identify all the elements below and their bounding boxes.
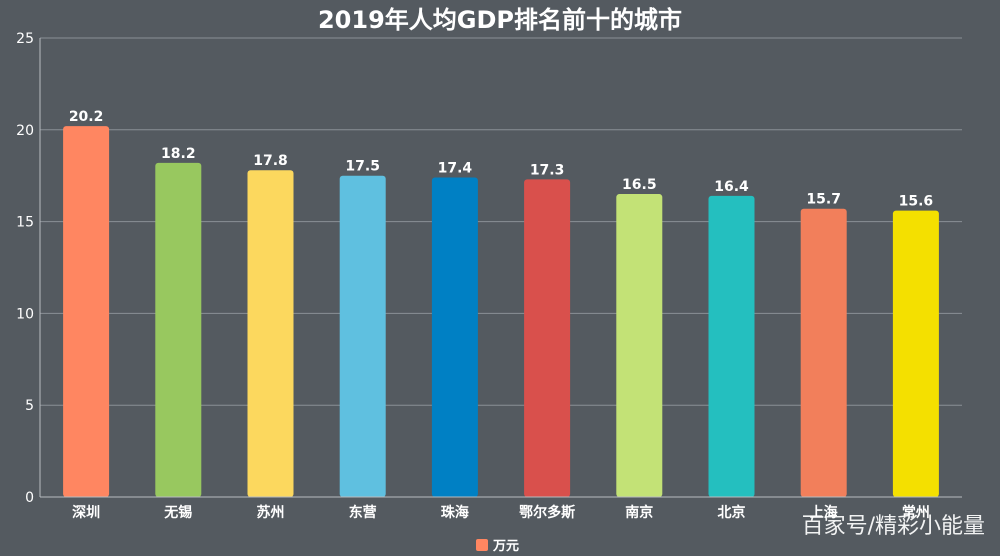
legend-label: 万元 xyxy=(492,539,519,554)
data-label: 17.3 xyxy=(530,162,565,178)
x-axis-ticks: 深圳 无锡 苏州 东营 珠海 鄂尔多斯 南京 北京 上海 常州 xyxy=(72,504,930,521)
x-tick-label: 东营 xyxy=(349,504,377,521)
y-tick-label: 20 xyxy=(16,123,34,139)
data-label: 15.7 xyxy=(806,192,841,208)
legend: 万元 xyxy=(476,539,519,554)
x-tick-label: 珠海 xyxy=(441,504,469,521)
chart-title: 2019年人均GDP排名前十的城市 xyxy=(318,6,682,34)
data-label: 17.8 xyxy=(253,153,288,169)
bar xyxy=(155,162,202,497)
x-tick-label: 北京 xyxy=(718,504,746,521)
bar xyxy=(892,210,939,498)
bar xyxy=(431,177,478,497)
bar xyxy=(616,194,663,497)
x-tick-label: 常州 xyxy=(902,504,930,521)
bar xyxy=(708,195,755,497)
bar xyxy=(524,179,571,497)
x-tick-label: 深圳 xyxy=(72,504,100,521)
y-tick-label: 25 xyxy=(16,31,34,47)
x-tick-label: 南京 xyxy=(625,504,653,521)
data-label: 18.2 xyxy=(161,146,196,162)
data-labels: 20.2 18.2 17.8 17.5 17.4 17.3 16.5 16.4 15.7 15.6 xyxy=(69,109,933,209)
y-tick-label: 15 xyxy=(16,215,34,231)
bars xyxy=(63,126,939,498)
data-label: 17.4 xyxy=(438,161,473,177)
y-tick-label: 5 xyxy=(25,398,34,414)
legend-swatch xyxy=(476,539,488,551)
data-label: 20.2 xyxy=(69,109,104,125)
bar xyxy=(800,208,847,498)
y-axis-ticks: 0 5 10 15 20 25 xyxy=(16,31,34,506)
bar xyxy=(247,170,294,497)
data-label: 16.5 xyxy=(622,177,657,193)
y-tick-label: 0 xyxy=(25,490,34,506)
data-label: 16.4 xyxy=(714,179,749,195)
x-tick-label: 无锡 xyxy=(163,504,192,521)
watermark: 百家号/精彩小能量 xyxy=(802,514,985,539)
x-tick-label: 鄂尔多斯 xyxy=(519,504,575,521)
bar xyxy=(63,126,110,498)
x-tick-label: 上海 xyxy=(810,504,838,521)
y-tick-label: 10 xyxy=(16,306,34,322)
bar xyxy=(339,175,386,497)
x-tick-label: 苏州 xyxy=(257,504,285,521)
data-label: 15.6 xyxy=(899,194,934,210)
data-label: 17.5 xyxy=(345,159,380,175)
